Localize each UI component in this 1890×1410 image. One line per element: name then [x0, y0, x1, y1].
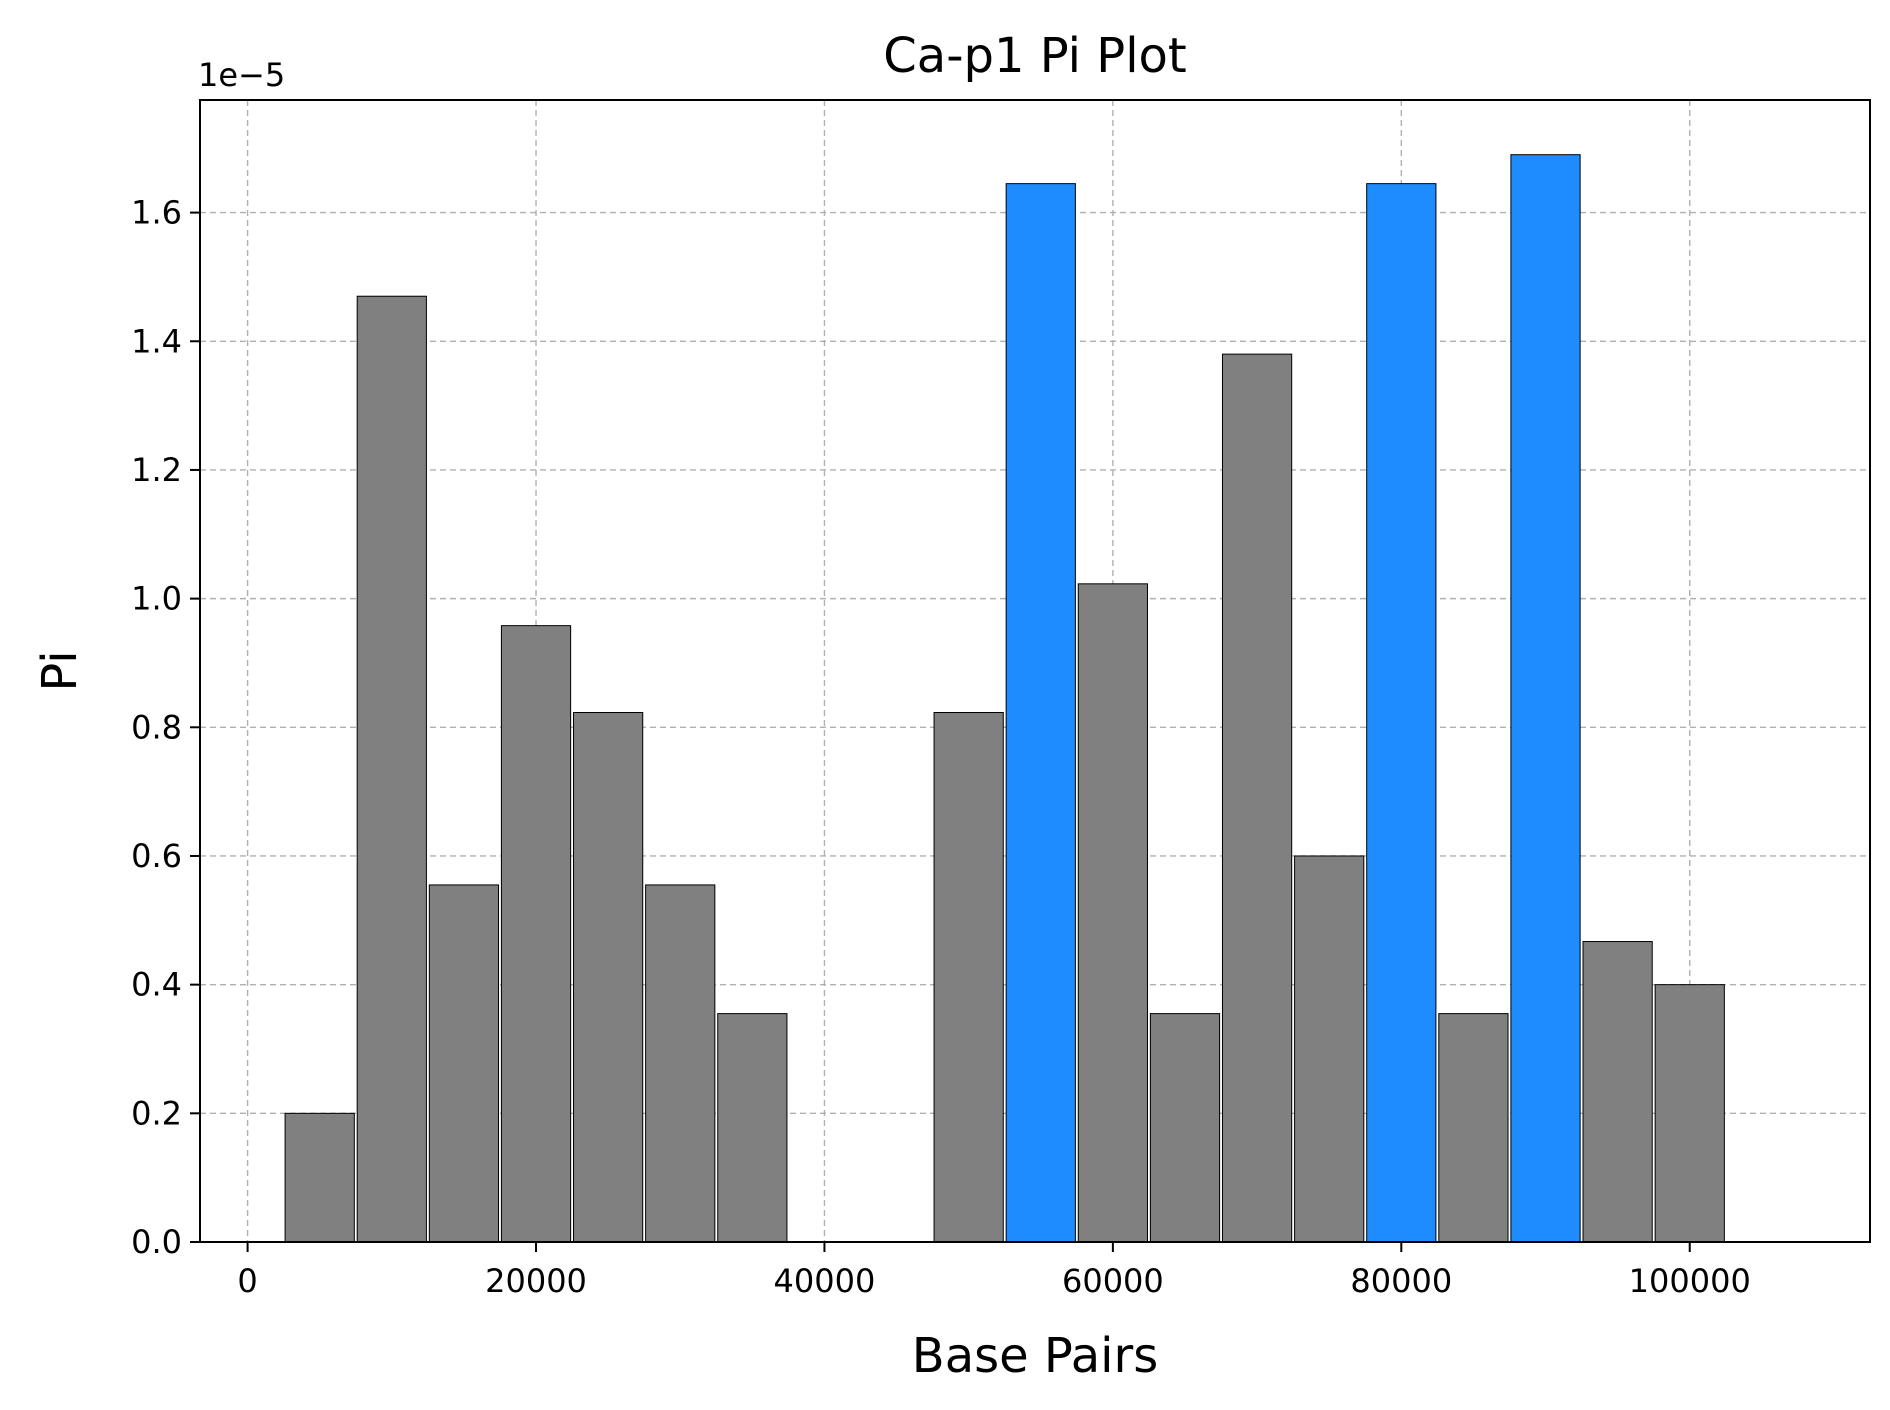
- y-tick-label: 1.6: [131, 194, 182, 232]
- bar-highlighted: [1510, 154, 1581, 1243]
- y-tick-label: 0.4: [131, 966, 182, 1004]
- y-axis-offset-label: 1e−5: [198, 56, 285, 94]
- bar-highlighted: [1005, 183, 1076, 1243]
- y-tick-label: 1.4: [131, 322, 182, 360]
- bar: [717, 1013, 788, 1243]
- x-tick-label: 60000: [1062, 1262, 1164, 1300]
- y-tick-label: 0.2: [131, 1094, 182, 1132]
- bars: [284, 154, 1725, 1243]
- x-tick-label: 40000: [774, 1262, 876, 1300]
- bar: [1077, 583, 1148, 1243]
- plot-frame: [199, 99, 1871, 1243]
- bar: [1438, 1013, 1509, 1243]
- bar: [356, 295, 427, 1243]
- x-tick-label: 80000: [1350, 1262, 1452, 1300]
- y-tick-label: 1.0: [131, 580, 182, 618]
- bar: [1149, 1013, 1221, 1243]
- chart-title: Ca-p1 Pi Plot: [883, 28, 1186, 84]
- y-tick-label: 0.6: [131, 837, 182, 875]
- bar: [933, 711, 1004, 1243]
- axis-ticks: 0 20000 40000 60000 80000 100000 0.0 0.2 0.4 0.6 0…: [131, 194, 1751, 1300]
- y-tick-label: 0.8: [131, 708, 182, 746]
- bar: [645, 884, 716, 1243]
- bar: [284, 1112, 355, 1243]
- y-tick-label: 1.2: [131, 451, 182, 489]
- bar-highlighted: [1366, 183, 1437, 1243]
- bar: [1294, 855, 1365, 1243]
- bar: [1221, 353, 1293, 1243]
- bar: [1582, 941, 1653, 1243]
- bar: [500, 625, 572, 1243]
- bar: [428, 884, 500, 1243]
- y-tick-label: 0.0: [131, 1223, 182, 1261]
- x-axis-label: Base Pairs: [912, 1328, 1158, 1384]
- x-tick-label: 20000: [485, 1262, 587, 1300]
- bar: [573, 711, 644, 1243]
- y-axis-label: Pi: [32, 650, 88, 691]
- bar: [1654, 984, 1725, 1243]
- x-tick-label: 100000: [1629, 1262, 1751, 1300]
- x-tick-label: 0: [237, 1262, 257, 1300]
